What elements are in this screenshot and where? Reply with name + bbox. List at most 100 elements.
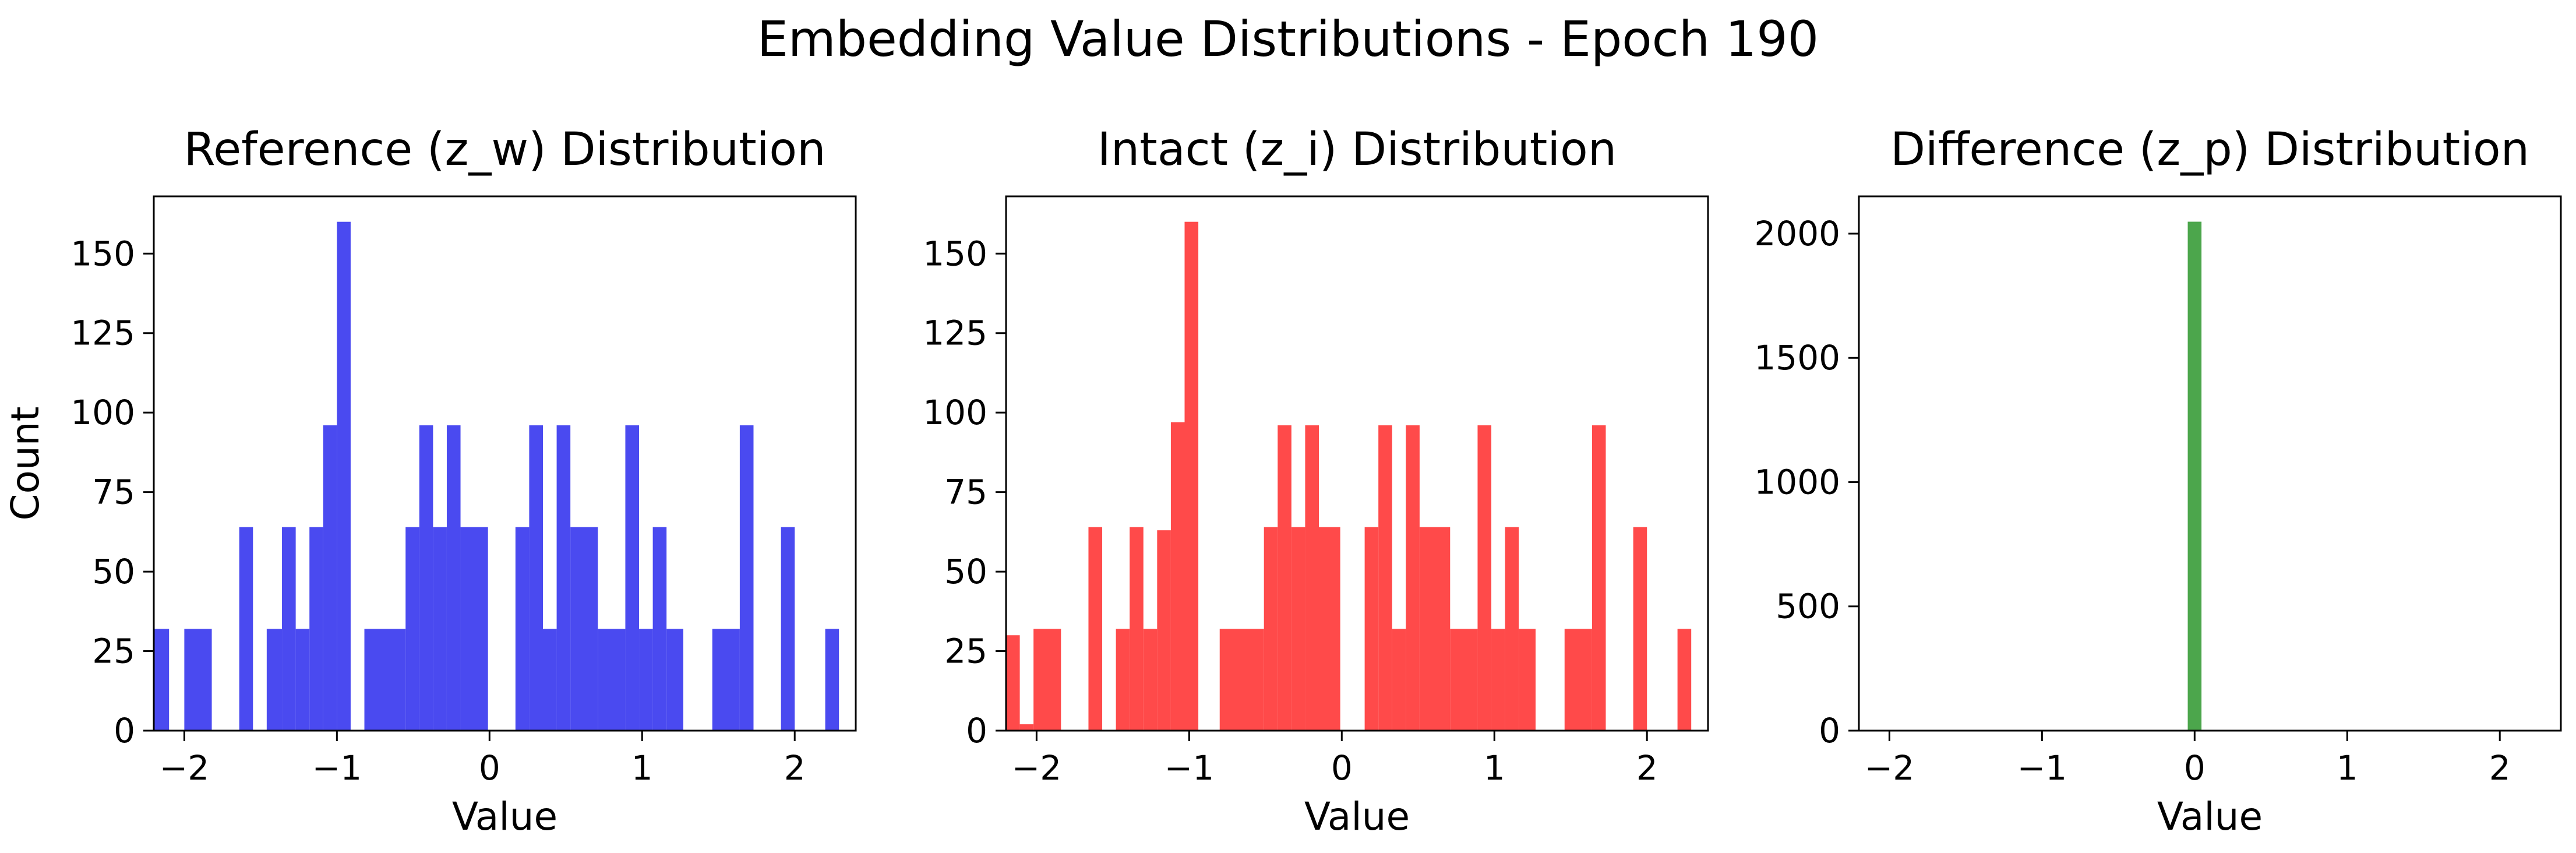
histogram-bar xyxy=(266,629,283,731)
histogram-bar xyxy=(282,527,296,731)
histogram-bar xyxy=(825,629,839,731)
histogram-bar xyxy=(1219,629,1264,731)
histogram-bar xyxy=(460,527,488,731)
x-axis-label: Value xyxy=(452,794,557,839)
y-tick-label: 1000 xyxy=(1754,462,1840,502)
histogram-bar xyxy=(1477,425,1492,731)
histogram-bar xyxy=(1592,425,1606,731)
y-tick-label: 100 xyxy=(70,393,135,432)
y-tick-label: 2000 xyxy=(1754,214,1840,253)
histogram-bar xyxy=(337,221,351,731)
histogram-bar xyxy=(1143,629,1158,731)
x-tick-label: 1 xyxy=(1484,748,1505,788)
histogram-bar xyxy=(739,425,754,731)
histogram-bar xyxy=(1157,530,1171,731)
histogram-bar xyxy=(1564,629,1592,731)
y-tick-label: 75 xyxy=(944,473,987,512)
x-tick-label: −2 xyxy=(160,748,210,788)
axes-frame xyxy=(153,195,857,732)
x-tick-label: 2 xyxy=(2489,748,2511,788)
x-tick-label: −1 xyxy=(312,748,362,788)
histogram-bar xyxy=(1419,527,1451,731)
histogram-bar xyxy=(364,629,406,731)
histogram-bar xyxy=(2187,221,2202,731)
histogram-bar xyxy=(542,629,557,731)
histogram-bar xyxy=(1319,527,1340,731)
histogram-bar xyxy=(1116,629,1130,731)
histogram-bar xyxy=(1019,724,1034,731)
histogram-bar xyxy=(419,425,433,731)
y-tick-label: 125 xyxy=(923,313,987,353)
histogram-bar xyxy=(1264,527,1278,731)
y-tick-label: 150 xyxy=(70,234,135,273)
y-tick-label: 500 xyxy=(1776,587,1840,626)
histogram-bar xyxy=(1677,629,1692,731)
histogram-bar xyxy=(1170,422,1185,731)
histogram-bar xyxy=(239,527,253,731)
x-tick-label: 1 xyxy=(631,748,653,788)
x-tick-label: −2 xyxy=(1865,748,1915,788)
histogram-bar xyxy=(446,425,461,731)
y-tick-label: 75 xyxy=(92,473,135,512)
x-tick-label: 0 xyxy=(1331,748,1353,788)
histogram-bar xyxy=(639,629,653,731)
histogram-bar xyxy=(1130,527,1144,731)
panel-intact: −2 −1 0 1 2 0 25 50 75 100 125 150 Value xyxy=(923,195,1709,839)
figure-suptitle: Embedding Value Distributions - Epoch 19… xyxy=(757,10,1819,68)
histogram-bar xyxy=(1364,527,1379,731)
histogram-bar xyxy=(323,425,337,731)
histogram-bar xyxy=(1006,635,1020,731)
axes-frame xyxy=(1858,195,2562,732)
histogram-bar xyxy=(433,527,447,731)
histogram-bar xyxy=(1392,629,1406,731)
histogram-bar xyxy=(598,629,626,731)
y-tick-label: 50 xyxy=(944,552,987,591)
x-tick-label: 0 xyxy=(2184,748,2206,788)
histogram-bar xyxy=(1505,527,1519,731)
x-tick-label: 2 xyxy=(1636,748,1658,788)
histogram-bar xyxy=(515,527,530,731)
panel-title-difference: Difference (z_p) Distribution xyxy=(1890,124,2530,176)
panel-reference: −2 −1 0 1 2 0 25 50 75 100 125 150 Value Count xyxy=(3,195,857,839)
histogram-bar xyxy=(295,629,310,731)
histogram-bar xyxy=(309,527,323,731)
y-tick-label: 150 xyxy=(923,234,987,273)
histogram-bar xyxy=(781,527,795,731)
histogram-bar xyxy=(1519,629,1536,731)
histogram-bar xyxy=(1450,629,1478,731)
histogram-bar xyxy=(1291,527,1305,731)
x-axis-label: Value xyxy=(1304,794,1410,839)
panel-title-reference: Reference (z_w) Distribution xyxy=(184,124,826,176)
histogram-bar xyxy=(154,629,170,731)
x-tick-label: −2 xyxy=(1012,748,1062,788)
y-tick-label: 1500 xyxy=(1754,338,1840,378)
panel-difference: −2 −1 0 1 2 0 500 1000 1500 2000 Value xyxy=(1754,195,2562,839)
histogram-bar xyxy=(1378,425,1392,731)
panel-title-intact: Intact (z_i) Distribution xyxy=(1097,124,1617,176)
histogram-bar xyxy=(1491,629,1505,731)
x-axis-label: Value xyxy=(2157,794,2263,839)
histogram-bar xyxy=(1278,425,1291,731)
histogram-bar xyxy=(570,527,598,731)
histogram-bar xyxy=(652,527,667,731)
histogram-bar xyxy=(529,425,543,731)
y-tick-label: 0 xyxy=(1819,711,1840,750)
axes-frame xyxy=(1005,195,1709,732)
histogram-bar xyxy=(712,629,740,731)
y-tick-label: 25 xyxy=(944,632,987,671)
histogram-bar xyxy=(625,425,640,731)
x-tick-label: −1 xyxy=(1165,748,1215,788)
histogram-bar xyxy=(1406,425,1420,731)
histogram-bar xyxy=(1088,527,1103,731)
histogram-bar xyxy=(1184,221,1199,731)
x-tick-label: 0 xyxy=(479,748,500,788)
y-tick-label: 25 xyxy=(92,632,135,671)
histogram-bar xyxy=(1033,629,1061,731)
histogram-bar xyxy=(1305,425,1319,731)
x-tick-label: 2 xyxy=(784,748,806,788)
y-tick-label: 100 xyxy=(923,393,987,432)
histogram-bar xyxy=(1633,527,1647,731)
histogram-bar xyxy=(184,629,212,731)
x-tick-label: 1 xyxy=(2337,748,2358,788)
